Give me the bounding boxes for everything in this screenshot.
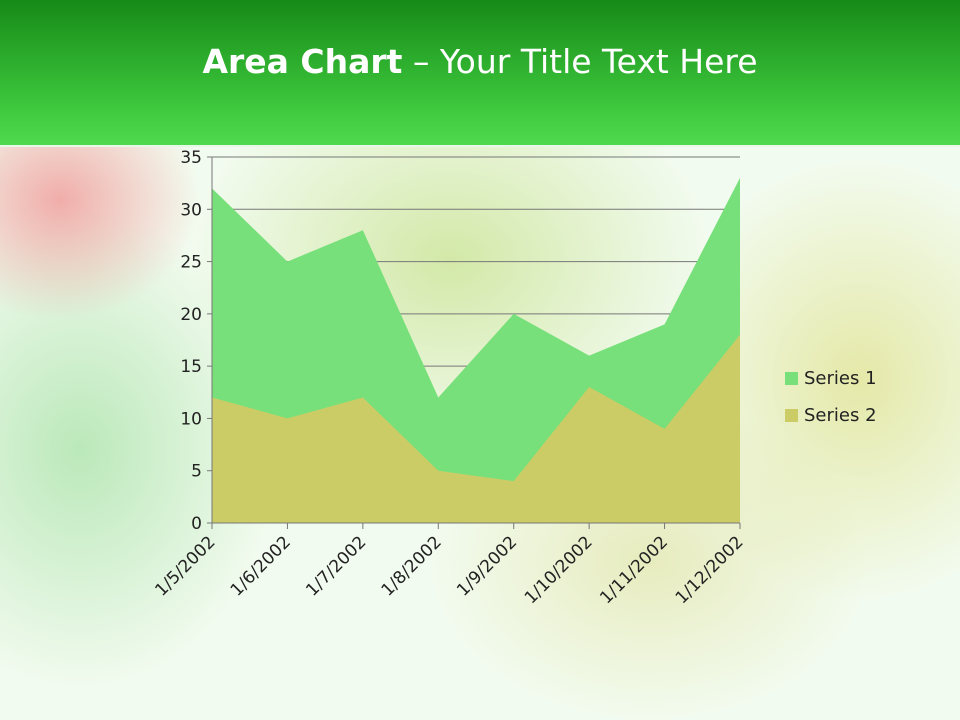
title-bar: Area Chart – Your Title Text Here (0, 0, 960, 147)
x-tick-label: 1/9/2002 (453, 532, 521, 600)
y-tick-label: 10 (180, 409, 202, 429)
area-series-2 (212, 334, 740, 523)
y-tick-label: 20 (180, 305, 202, 325)
y-tick-label: 5 (191, 462, 202, 482)
x-tick-label: 1/5/2002 (151, 532, 219, 600)
x-tick-label: 1/6/2002 (227, 532, 295, 600)
x-tick-label: 1/7/2002 (302, 532, 370, 600)
legend: Series 1 Series 2 (785, 360, 877, 434)
legend-item-series-2: Series 2 (785, 397, 877, 434)
y-tick-label: 15 (180, 357, 202, 377)
x-tick-label: 1/8/2002 (378, 532, 446, 600)
y-tick-label: 35 (180, 148, 202, 168)
legend-swatch (785, 409, 798, 422)
slide-title: Area Chart – Your Title Text Here (202, 42, 758, 81)
y-tick-label: 0 (191, 514, 202, 534)
y-tick-label: 30 (180, 200, 202, 220)
x-tick-label: 1/11/2002 (596, 532, 672, 608)
legend-swatch (785, 372, 798, 385)
legend-item-series-1: Series 1 (785, 360, 877, 397)
y-tick-label: 25 (180, 253, 202, 273)
x-tick-label: 1/12/2002 (672, 532, 748, 608)
x-tick-label: 1/10/2002 (521, 532, 597, 608)
